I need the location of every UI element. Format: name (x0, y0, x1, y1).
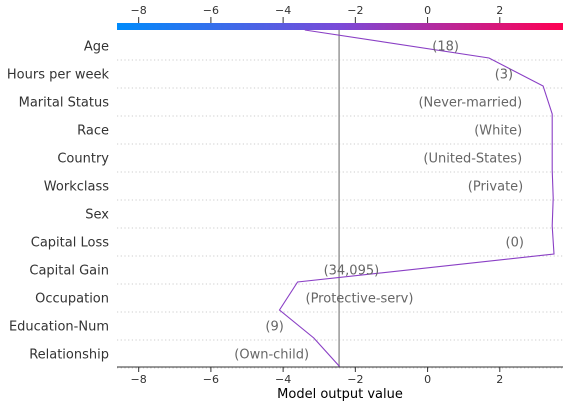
top-tick-label: −2 (347, 4, 363, 17)
colorbar (117, 23, 563, 30)
feature-labels: Age Hours per week Marital Status Race Count… (7, 40, 110, 363)
grid-lines (117, 59, 563, 369)
top-tick-label: −8 (131, 4, 147, 17)
value-label: (United-States) (423, 152, 522, 167)
value-label: (0) (506, 236, 524, 251)
value-label: (Never-married) (418, 96, 522, 111)
bottom-tick-label: 0 (424, 373, 431, 386)
bottom-axis-ticks: −8 −6 −4 −2 0 2 (131, 367, 503, 386)
value-labels: (18) (3) (Never-married) (White) (United-Sta… (234, 40, 524, 363)
value-label: (Own-child) (234, 348, 309, 363)
bottom-tick-label: −4 (275, 373, 291, 386)
value-label: (34,095) (324, 264, 380, 279)
value-label: (Private) (468, 180, 523, 195)
x-axis-label: Model output value (277, 387, 403, 402)
bottom-tick-label: −6 (203, 373, 219, 386)
bottom-tick-label: −2 (347, 373, 363, 386)
feature-label: Capital Gain (29, 264, 109, 279)
feature-label: Education-Num (9, 320, 109, 335)
decision-path-line (278, 29, 555, 367)
feature-label: Country (57, 152, 109, 167)
feature-label: Workclass (44, 180, 109, 195)
feature-label: Hours per week (7, 68, 110, 83)
value-label: (9) (265, 320, 283, 335)
top-axis-ticks: −8 −6 −4 −2 0 2 (131, 4, 503, 23)
value-label: (3) (495, 68, 513, 83)
bottom-tick-label: 2 (496, 373, 503, 386)
top-tick-label: −4 (275, 4, 291, 17)
value-label: (18) (432, 40, 459, 55)
feature-label: Marital Status (19, 96, 110, 111)
bottom-tick-label: −8 (131, 373, 147, 386)
feature-label: Race (77, 124, 109, 139)
feature-label: Sex (85, 208, 109, 223)
top-tick-label: 0 (424, 4, 431, 17)
feature-label: Occupation (35, 292, 109, 307)
top-tick-label: 2 (496, 4, 503, 17)
value-label: (Protective-serv) (306, 292, 414, 307)
top-tick-label: −6 (203, 4, 219, 17)
value-label: (White) (474, 124, 522, 139)
feature-label: Capital Loss (31, 236, 109, 251)
feature-label: Relationship (29, 348, 109, 363)
feature-label: Age (84, 40, 109, 55)
